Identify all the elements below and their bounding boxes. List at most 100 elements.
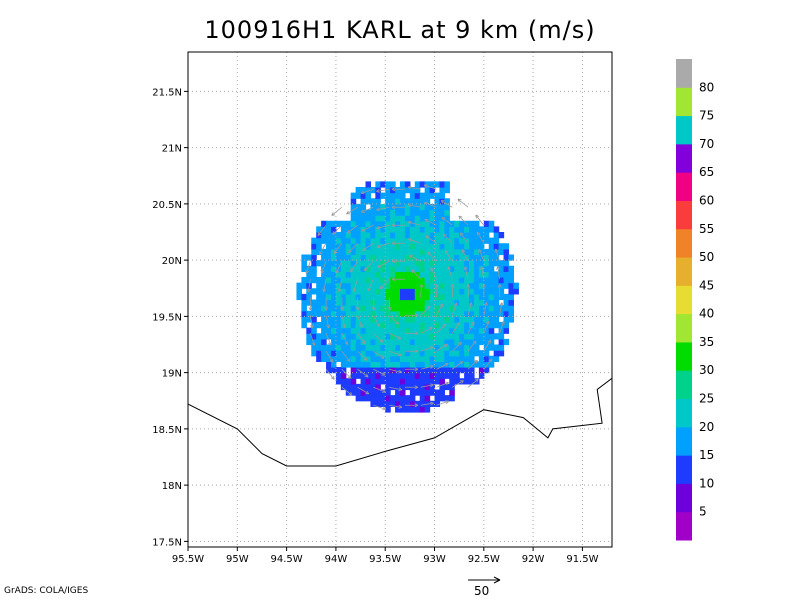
wind-cell <box>395 260 401 267</box>
wind-cell <box>330 310 337 317</box>
wind-cell <box>355 271 362 278</box>
wind-cell <box>424 395 431 402</box>
wind-cell <box>380 327 386 334</box>
wind-vector-head <box>424 201 428 206</box>
wind-cell <box>454 333 460 340</box>
wind-vector <box>451 302 457 316</box>
wind-cell <box>296 288 302 295</box>
wind-cell <box>434 288 441 295</box>
wind-cell <box>419 232 426 239</box>
wind-cell <box>340 232 347 239</box>
wind-cell <box>385 327 391 334</box>
wind-cell <box>385 215 391 222</box>
wind-cell <box>454 293 460 301</box>
wind-vector <box>448 266 453 280</box>
wind-vector <box>388 314 399 325</box>
wind-vector-head <box>320 269 325 274</box>
wind-cell <box>469 260 475 267</box>
wind-cell <box>340 305 347 312</box>
wind-vector <box>436 400 449 406</box>
colorbar-swatch <box>676 172 692 201</box>
wind-cell <box>404 232 411 239</box>
wind-vector-head <box>408 238 412 242</box>
wind-cell <box>365 305 372 312</box>
wind-cell <box>503 305 510 312</box>
wind-cell <box>469 333 475 340</box>
wind-cell <box>335 271 342 278</box>
wind-cell <box>414 367 421 374</box>
wind-cell <box>350 299 357 306</box>
wind-cell <box>473 254 480 261</box>
wind-vector-head <box>485 320 490 325</box>
wind-cell <box>380 192 386 199</box>
wind-cell <box>404 243 411 250</box>
wind-cell <box>400 344 406 351</box>
wind-cell <box>464 350 470 357</box>
wind-cell <box>419 406 426 413</box>
wind-vector <box>464 266 469 280</box>
wind-vector <box>467 302 472 316</box>
wind-cell <box>469 220 475 227</box>
wind-cell <box>409 187 416 194</box>
colorbar-swatch <box>676 313 692 343</box>
wind-cell <box>439 367 445 374</box>
wind-cell <box>321 344 327 351</box>
wind-cell <box>434 232 441 239</box>
wind-cell <box>355 277 362 284</box>
wind-vector <box>350 261 358 273</box>
wind-cell <box>419 215 426 222</box>
wind-cell <box>395 316 401 323</box>
wind-cell <box>404 181 411 188</box>
wind-cell <box>469 243 475 250</box>
wind-cell <box>311 344 317 351</box>
wind-cell <box>385 316 391 323</box>
wind-cell <box>419 350 426 357</box>
wind-vector-head <box>332 231 337 235</box>
wind-cell <box>375 338 381 346</box>
wind-cell <box>464 254 470 261</box>
wind-cell <box>429 271 436 278</box>
wind-cell <box>459 299 465 306</box>
wind-cell <box>380 260 386 267</box>
wind-cell <box>340 299 347 306</box>
wind-cell <box>483 226 490 233</box>
wind-cell <box>370 226 376 233</box>
wind-cell <box>444 254 450 261</box>
wind-cell <box>493 355 500 362</box>
wind-cell <box>360 192 367 199</box>
wind-cell <box>370 333 376 340</box>
wind-cell <box>306 310 312 317</box>
y-tick-label: 18N <box>162 481 182 492</box>
wind-cell <box>473 226 480 233</box>
wind-cell <box>355 243 362 250</box>
wind-cell <box>390 293 396 301</box>
wind-vector-head <box>379 285 384 290</box>
wind-cell <box>414 288 421 295</box>
wind-cell <box>301 322 307 329</box>
wind-cell <box>365 277 372 284</box>
wind-cell <box>483 271 490 278</box>
wind-cell <box>404 338 411 346</box>
wind-vector-head <box>430 401 434 406</box>
wind-cell <box>355 361 362 368</box>
wind-cell <box>335 277 342 284</box>
wind-cell <box>330 344 337 351</box>
wind-cell <box>409 192 416 199</box>
wind-cell <box>321 305 327 312</box>
wind-cell <box>355 192 362 199</box>
wind-vector-head <box>468 302 473 307</box>
wind-cell <box>311 254 317 261</box>
wind-cell <box>375 310 381 317</box>
wind-cell <box>370 232 376 239</box>
wind-cell <box>439 277 445 284</box>
wind-cell <box>444 344 450 351</box>
wind-vector <box>475 214 485 226</box>
wind-cell <box>360 389 367 396</box>
wind-cell <box>400 293 406 301</box>
wind-cell <box>365 338 372 346</box>
wind-cell <box>419 265 426 272</box>
wind-cell <box>350 209 357 216</box>
wind-cell <box>355 310 362 317</box>
wind-cell <box>488 344 495 351</box>
wind-cell <box>444 232 450 239</box>
